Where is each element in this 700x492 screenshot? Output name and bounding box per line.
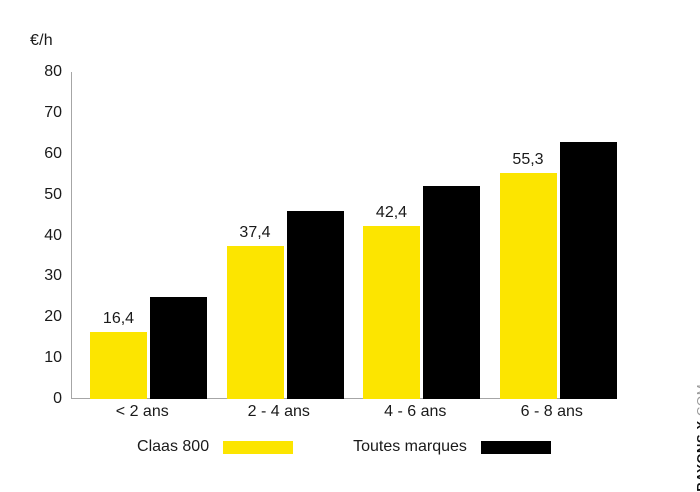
bar-value-label: 42,4: [375, 203, 408, 221]
legend-color-swatch: [223, 440, 294, 454]
y-axis-line: [71, 72, 72, 399]
y-axis-tick-label: 20: [44, 308, 62, 326]
legend-item[interactable]: Toutes marques: [353, 438, 551, 456]
y-axis-tick-label: 10: [44, 349, 62, 367]
plot-area: 0 10 20 30 40 50 60 70 80 16,4 37,4 42,4 55,3: [44, 63, 617, 407]
bar[interactable]: [150, 296, 207, 399]
bar-chart: €/h 0 10 20 30 40 50 60 70 80 16,4 37,4 42,4 55,3 <…: [30, 32, 700, 492]
y-axis-tick-label: 0: [53, 390, 62, 407]
bar-group: 37,4: [208, 72, 345, 399]
legend-color-swatch: [480, 440, 551, 454]
bar-value-label: 55,3: [512, 150, 544, 168]
x-axis-category-label: 6 - 8 ans: [520, 403, 583, 420]
watermark: RAYONS X.COM: [694, 384, 700, 492]
bar-group: 55,3: [481, 72, 618, 399]
watermark-tld-text: .COM: [694, 383, 700, 421]
chart-legend: Claas 800 Toutes marques: [71, 438, 617, 456]
y-axis-tick-label: 40: [44, 226, 62, 244]
watermark-main-text: RAYONS X: [694, 420, 700, 492]
x-axis-category-label: 2 - 4 ans: [247, 403, 310, 420]
y-axis-tick-label: 30: [44, 267, 62, 285]
x-axis-line: [71, 398, 617, 399]
bar-value-label: 16,4: [102, 309, 135, 327]
y-axis-tick-label: 80: [44, 63, 62, 80]
x-axis-category-labels: < 2 ans 2 - 4 ans 4 - 6 ans 6 - 8 ans: [71, 403, 617, 421]
y-axis-tick-label: 70: [44, 103, 62, 121]
bar[interactable]: [499, 172, 557, 399]
bar-group: 42,4: [344, 72, 481, 399]
bar[interactable]: [423, 186, 480, 399]
bar-group: 16,4: [71, 72, 208, 399]
bar[interactable]: [286, 210, 344, 399]
y-axis-tick-label: 50: [44, 185, 62, 203]
x-axis-category-label: < 2 ans: [115, 403, 169, 420]
bar[interactable]: [90, 331, 147, 399]
bar[interactable]: [559, 141, 617, 399]
legend-item[interactable]: Claas 800: [137, 438, 294, 456]
bar-groups: 16,4 37,4 42,4 55,3: [71, 72, 617, 399]
legend-label: Claas 800: [137, 438, 210, 455]
legend-label: Toutes marques: [353, 438, 467, 455]
y-axis-tick-label: 60: [44, 144, 62, 162]
bar[interactable]: [363, 225, 420, 399]
bar[interactable]: [226, 246, 284, 399]
x-axis-category-label: 4 - 6 ans: [384, 403, 447, 420]
y-axis-unit-label: €/h: [30, 32, 53, 49]
bar-value-label: 37,4: [239, 224, 271, 242]
